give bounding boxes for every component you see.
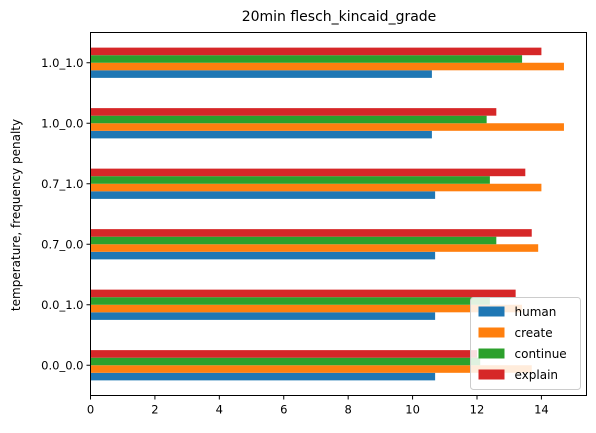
plot-frame: [90, 32, 587, 396]
bar-explain-1.0_0.0: [90, 108, 497, 116]
bar-create-0.0_1.0: [90, 304, 523, 313]
legend-swatch-human: [478, 306, 505, 317]
bar-create-0.0_0.0: [90, 365, 532, 373]
bar-human-0.0_0.0: [90, 372, 436, 381]
y-tick-label: 1.0_0.0: [41, 116, 83, 130]
x-tick-label: 14: [534, 403, 549, 417]
x-tick-label: 0: [87, 403, 94, 417]
bars-layer: [90, 47, 564, 381]
legend-swatch-explain: [478, 369, 505, 380]
bar-human-0.0_1.0: [90, 312, 436, 320]
x-tick-label: 4: [216, 403, 223, 417]
x-tick-label: 10: [405, 403, 420, 417]
legend-swatch-continue: [478, 348, 505, 359]
bar-continue-1.0_1.0: [90, 55, 523, 63]
ticks-layer: 0.0_0.0 0.0_1.0 0.7_0.0 0.7_1.0 1.0_0.0 1.0_1…: [41, 56, 549, 417]
bar-explain-1.0_1.0: [90, 47, 542, 56]
y-tick-label: 0.0_0.0: [41, 358, 83, 372]
bar-continue-0.7_1.0: [90, 176, 490, 184]
legend-label-explain: explain: [515, 368, 559, 382]
bar-create-0.7_1.0: [90, 183, 542, 192]
chart-title: 20min flesch_kincaid_grade: [242, 9, 437, 25]
x-tick-label: 8: [344, 403, 351, 417]
legend: human create continue explain: [470, 297, 581, 390]
bar-human-0.7_1.0: [90, 191, 436, 199]
bar-explain-0.0_1.0: [90, 289, 516, 298]
bar-create-1.0_0.0: [90, 123, 564, 131]
bar-continue-0.0_0.0: [90, 357, 481, 366]
legend-label-human: human: [515, 305, 557, 319]
bar-human-1.0_0.0: [90, 130, 432, 139]
bar-create-1.0_1.0: [90, 62, 564, 71]
x-tick-label: 12: [470, 403, 485, 417]
legend-swatch-create: [478, 327, 505, 338]
bar-create-0.7_0.0: [90, 244, 539, 252]
y-tick-label: 0.0_1.0: [41, 298, 83, 312]
bar-explain-0.7_1.0: [90, 168, 526, 177]
bar-continue-0.7_0.0: [90, 236, 497, 245]
legend-label-create: create: [515, 326, 553, 340]
y-tick-label: 0.7_0.0: [41, 237, 83, 251]
x-tick-label: 6: [280, 403, 287, 417]
legend-label-continue: continue: [515, 347, 567, 361]
bar-human-0.7_0.0: [90, 251, 436, 260]
y-axis-label: temperature, frequency penalty: [9, 119, 23, 311]
bar-explain-0.7_0.0: [90, 229, 532, 237]
y-tick-label: 1.0_1.0: [41, 56, 83, 70]
y-tick-label: 0.7_1.0: [41, 177, 83, 191]
legend-box: [470, 297, 581, 390]
bar-continue-0.0_1.0: [90, 297, 490, 305]
bar-continue-1.0_0.0: [90, 115, 487, 124]
x-tick-label: 2: [151, 403, 158, 417]
bar-explain-0.0_0.0: [90, 350, 477, 358]
bar-human-1.0_1.0: [90, 70, 432, 78]
